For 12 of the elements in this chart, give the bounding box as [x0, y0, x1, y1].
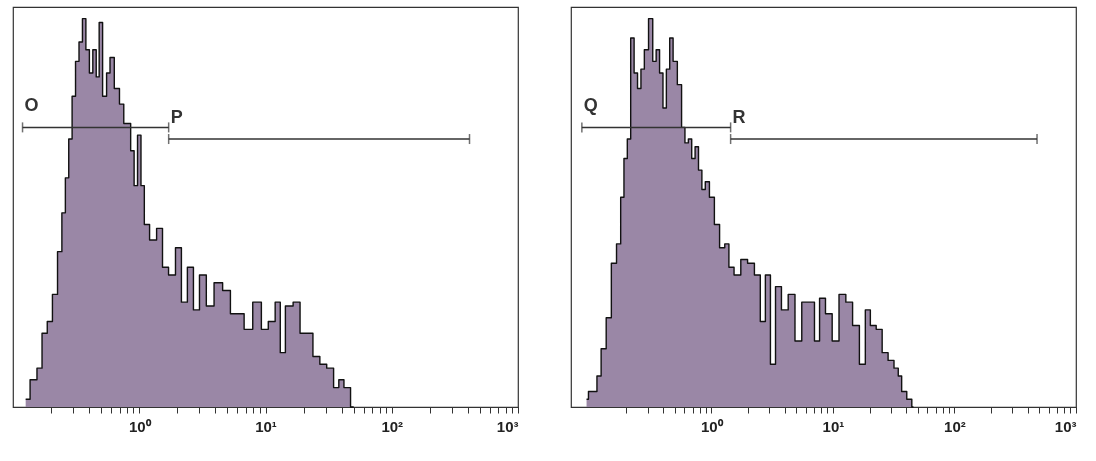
legend-label: P [170, 107, 183, 128]
legend-label: R [732, 107, 746, 128]
x-tick-label: 10² [381, 417, 404, 435]
series-label: Q [583, 95, 598, 116]
x-tick-label: 10⁰ [701, 417, 724, 435]
x-tick-label: 10² [944, 417, 966, 435]
series-label: O [24, 95, 39, 116]
x-tick-label: 10³ [496, 417, 519, 435]
x-tick-label: 10⁰ [128, 417, 152, 435]
x-tick-label: 10³ [1054, 417, 1077, 435]
x-tick-label: 10¹ [255, 417, 277, 435]
x-tick-label: 10¹ [822, 417, 845, 435]
